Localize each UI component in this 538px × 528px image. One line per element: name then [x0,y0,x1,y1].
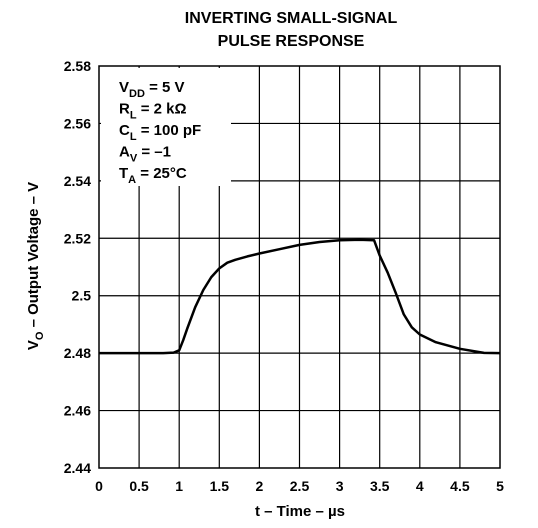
y-tick-label: 2.58 [64,58,91,74]
y-tick-label: 2.44 [64,460,91,476]
y-tick-labels: 2.58 2.56 2.54 2.52 2.5 2.48 2.46 2.44 [64,58,91,476]
x-tick-label: 2.5 [290,478,310,494]
x-tick-labels: 0 0.5 1 1.5 2 2.5 3 3.5 4 4.5 5 [95,478,504,494]
conditions-box [101,68,231,186]
x-tick-label: 1.5 [210,478,230,494]
chart-title-line-2: PULSE RESPONSE [218,33,365,50]
x-tick-label: 4.5 [450,478,470,494]
x-tick-label: 1 [175,478,183,494]
x-tick-label: 5 [496,478,504,494]
y-tick-label: 2.5 [72,288,92,304]
x-tick-label: 3 [336,478,344,494]
condition-line: CL = 100 pF [119,122,201,143]
x-tick-label: 4 [416,478,424,494]
x-tick-label: 2 [256,478,264,494]
y-tick-label: 2.48 [64,345,91,361]
condition-line: VDD = 5 V [119,79,185,100]
y-tick-label: 2.46 [64,403,91,419]
y-axis-label: VO – Output Voltage – V [25,182,46,350]
chart-title-line-1: INVERTING SMALL-SIGNAL [185,10,398,27]
condition-line: RL = 2 kΩ [119,101,187,122]
x-axis-label: t – Time – µs [255,503,345,520]
x-tick-label: 3.5 [370,478,390,494]
x-tick-label: 0 [95,478,103,494]
plot-frame [98,65,501,469]
y-tick-label: 2.52 [64,230,91,246]
condition-line: TA = 25°C [119,165,187,186]
x-tick-label: 0.5 [129,478,149,494]
y-tick-label: 2.56 [64,115,91,131]
condition-line: AV = –1 [119,144,171,165]
output-voltage-curve [99,238,501,355]
y-tick-label: 2.54 [64,173,91,189]
